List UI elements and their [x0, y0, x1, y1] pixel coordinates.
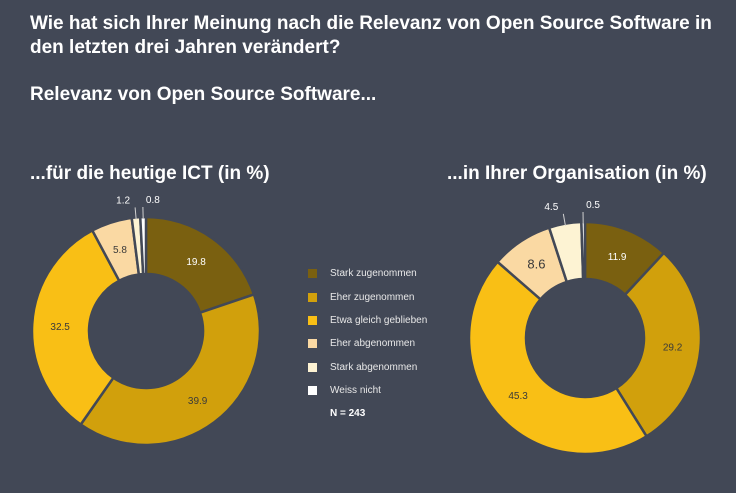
legend-label: Stark zugenommen — [330, 268, 417, 280]
slice-value-label: 39.9 — [188, 396, 208, 407]
legend-item-eher-zugenommen: Eher zugenommen — [308, 285, 427, 308]
legend-item-eher-abgenommen: Eher abgenommen — [308, 332, 427, 355]
donut-1: 11.9 29.2 45.3 8.6 4.5 0.5 — [467, 200, 703, 456]
legend-item-stark-zugenommen: Stark zugenommen — [308, 262, 427, 285]
slice-value-label: 29.2 — [663, 342, 683, 353]
donut-slice — [614, 251, 703, 439]
legend-swatch — [308, 292, 317, 302]
slice-value-label: 0.5 — [586, 200, 600, 211]
slice-value-label: 0.8 — [146, 195, 160, 206]
donut-slice — [30, 228, 121, 427]
chart-title-ict: ...für die heutige ICT (in %) — [30, 163, 270, 184]
donut-0: 19.8 39.9 32.5 5.8 1.2 0.8 — [30, 195, 262, 447]
label-leader-line — [134, 207, 137, 220]
donut-slice — [467, 260, 649, 456]
legend-label: Eher abgenommen — [330, 338, 416, 350]
sample-size-label: N = 243 — [330, 408, 366, 420]
question-title: Wie hat sich Ihrer Meinung nach die Rele… — [30, 13, 712, 58]
legend-swatch — [308, 362, 317, 372]
slice-value-label: 8.6 — [527, 257, 545, 272]
slice-value-label: 4.5 — [544, 202, 558, 213]
donut-slice — [79, 292, 262, 447]
chart-subtitle: Relevanz von Open Source Software... — [30, 84, 377, 105]
legend-swatch — [308, 339, 317, 349]
legend: Stark zugenommen Eher zugenommen Etwa gl… — [308, 262, 427, 419]
legend-label: Weiss nicht — [330, 385, 381, 397]
slice-value-label: 1.2 — [116, 195, 130, 206]
legend-swatch — [308, 315, 317, 325]
legend-label: Stark abgenommen — [330, 361, 418, 373]
donut-slice — [138, 215, 148, 276]
slice-value-label: 5.8 — [113, 245, 127, 256]
legend-swatch — [308, 269, 317, 279]
slice-value-label: 45.3 — [508, 391, 528, 402]
slice-value-label: 11.9 — [608, 252, 627, 263]
slice-value-label: 19.8 — [186, 257, 206, 268]
legend-item-stark-abgenommen: Stark abgenommen — [308, 356, 427, 379]
legend-item-weiss-nicht: Weiss nicht — [308, 379, 427, 402]
donut-slice — [580, 220, 587, 281]
slice-value-label: 32.5 — [50, 322, 70, 333]
legend-label: Eher zugenommen — [330, 291, 415, 303]
chart-title-organisation: ...in Ihrer Organisation (in %) — [447, 163, 707, 184]
legend-swatch — [308, 386, 317, 396]
legend-label: Etwa gleich geblieben — [330, 314, 428, 326]
label-leader-line — [562, 213, 566, 226]
legend-item-etwa-gleich: Etwa gleich geblieben — [308, 309, 427, 332]
